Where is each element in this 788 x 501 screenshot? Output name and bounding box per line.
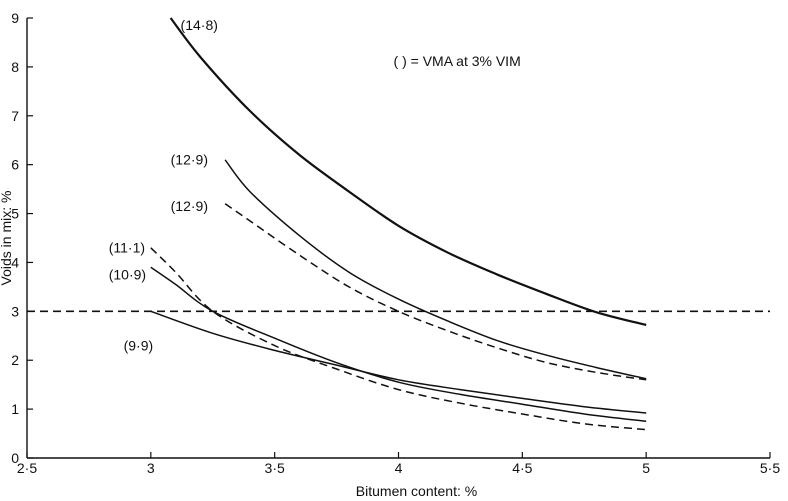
series-line-2 xyxy=(224,203,647,381)
y-tick-label: 6 xyxy=(11,157,19,173)
series-line-5 xyxy=(150,310,647,414)
series-line-3 xyxy=(150,247,647,431)
x-tick-label: 5·5 xyxy=(760,460,780,476)
y-tick-label: 4 xyxy=(11,254,19,270)
y-tick-label: 2 xyxy=(11,352,19,368)
axes xyxy=(26,18,770,459)
x-tick-label: 2·5 xyxy=(17,460,37,476)
series-label-1: (12·9) xyxy=(171,152,208,168)
series-line-0 xyxy=(169,17,647,327)
series-label-4: (10·9) xyxy=(109,267,146,283)
x-tick-label: 3·5 xyxy=(265,460,285,476)
y-tick-label: 7 xyxy=(11,108,19,124)
series-labels: (14·8) (12·9) (12·9) (11·1) (10·9) (9·9) xyxy=(109,17,218,353)
x-tick-label: 4·5 xyxy=(512,460,532,476)
y-tick-label: 5 xyxy=(11,206,19,222)
x-ticks: 2·5 3 3·5 4 4·5 5 5·5 xyxy=(17,452,780,476)
legend-note: ( ) = VMA at 3% VIM xyxy=(394,53,521,69)
y-axis-title: Voids in mix: % xyxy=(0,191,14,286)
y-tick-label: 8 xyxy=(11,59,19,75)
x-tick-label: 4 xyxy=(395,460,403,476)
series-label-2: (12·9) xyxy=(171,198,208,214)
curves xyxy=(150,17,647,431)
series-label-3: (11·1) xyxy=(109,240,145,256)
series-line-1 xyxy=(224,159,647,380)
y-tick-label: 0 xyxy=(11,450,19,466)
series-label-5: (9·9) xyxy=(124,337,154,353)
y-tick-label: 1 xyxy=(11,401,19,417)
x-tick-label: 3 xyxy=(147,460,155,476)
series-label-0: (14·8) xyxy=(181,17,218,33)
series-line-4 xyxy=(150,266,647,423)
y-ticks: 0 1 2 3 4 5 6 7 8 9 xyxy=(11,10,33,466)
x-tick-label: 5 xyxy=(642,460,650,476)
x-axis-title: Bitumen content: % xyxy=(356,483,477,499)
y-tick-label: 9 xyxy=(11,10,19,26)
y-tick-label: 3 xyxy=(11,303,19,319)
